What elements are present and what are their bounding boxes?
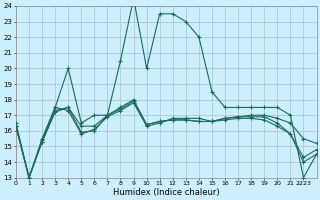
- X-axis label: Humidex (Indice chaleur): Humidex (Indice chaleur): [113, 188, 220, 197]
